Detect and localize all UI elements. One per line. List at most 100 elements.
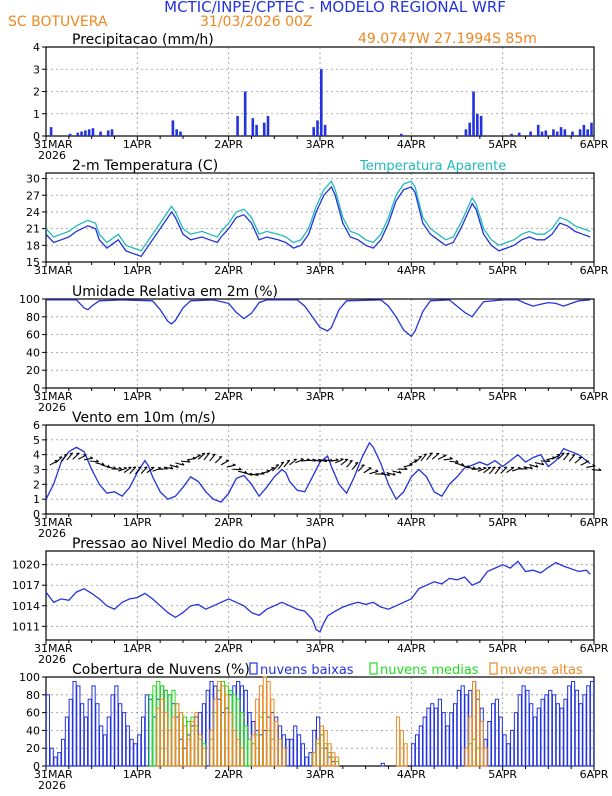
wind-barb-head [375,470,378,471]
y-tick-label: 1017 [12,579,40,592]
cloud-bar [191,722,194,767]
wind-barb [141,467,147,474]
cloud-bar [233,730,236,766]
series-line [46,181,590,251]
cloud-bar [492,704,495,766]
x-tick-label: 4APR [397,390,426,403]
precip-bar [76,133,79,136]
panel-title-humidity: Umidade Relativa em 2m (%) [72,284,278,300]
header-run: 31/03/2026 00Z [200,14,313,30]
precip-bar [179,132,182,136]
cloud-bar [522,686,525,766]
cloud-bar [267,681,270,766]
wind-barb-head [158,467,161,468]
wind-barb-head [233,464,236,465]
wind-barb-head [492,467,495,468]
wind-barb [364,468,372,473]
cloud-bar [568,686,571,766]
cloud-bar [313,753,316,766]
cloud-bar [229,713,232,766]
x-tick-label: 6APR [580,138,609,151]
cloud-bar [282,748,285,766]
precip-bar [267,116,270,136]
y-tick-label: 27 [26,189,40,202]
cloud-bar [423,717,426,766]
cloud-bar [50,748,53,766]
cloud-bar [134,744,137,766]
cloud-bar [431,704,434,766]
cloud-bar [495,699,498,766]
series-line [46,561,590,632]
cloud-bar [157,708,160,766]
precip-bar [107,130,110,136]
cloud-bar [278,739,281,766]
cloud-bar [172,717,175,766]
precip-bar [560,127,563,136]
cloud-bar [434,708,437,766]
wind-barb-head [340,459,343,460]
cloud-bar [286,739,289,766]
y-tick-label: 24 [26,206,40,219]
x-tick-label: 6APR [580,264,609,277]
x-tick-label: 2APR [214,768,243,781]
precip-bar [468,123,471,136]
cloud-bar [62,739,65,766]
cloud-bar [571,681,574,766]
header-coords: 49.0747W 27.1994S 85m [358,31,537,47]
x-tick-label: 3APR [306,138,335,151]
y-tick-label: 60 [26,329,40,342]
y-tick-label: 30 [26,173,40,186]
precip-bar [476,114,479,136]
cloud-bar [484,748,487,766]
y-tick-label: 1 [33,493,40,506]
wind-barb [472,469,481,470]
cloud-bar [419,726,422,766]
cloud-bar [583,695,586,766]
wind-barb-head [124,467,127,468]
cloud-bar [415,735,418,766]
cloud-bar [461,686,464,766]
precip-bar [510,134,513,136]
wind-barb [506,467,513,472]
series-line [46,443,590,502]
precip-bar [263,123,266,136]
cloud-bar [168,730,171,766]
y-tick-label: 80 [26,689,40,702]
y-tick-label: 1020 [12,559,40,572]
x-tick-label: 2APR [214,516,243,529]
precip-bar [579,129,582,136]
cloud-bar [218,681,221,766]
y-tick-label: 0 [33,760,40,773]
cloud-bar [499,717,502,766]
legend-low-clouds: nuvens baixas [260,663,354,678]
series-line [46,300,590,337]
cloud-bar [473,681,476,766]
wind-barb [290,459,297,465]
wind-barb [158,469,167,470]
x-tick-label: 3APR [306,390,335,403]
cloud-bar [130,739,133,766]
y-tick-label: 1014 [12,600,40,613]
cloud-bar [579,704,582,766]
y-tick-label: 3 [33,63,40,76]
cloud-bar [560,708,563,766]
cloud-bar [442,713,445,766]
panel-title-wind: Vento em 10m (m/s) [72,410,216,426]
cloud-bar [476,690,479,766]
precip-bar [564,129,567,136]
cloud-bar [549,690,552,766]
x-tick-label: 3APR [306,642,335,655]
cloud-bar [77,686,80,766]
cloud-bar [301,744,304,766]
cloud-bar [92,686,95,766]
x-tick-label: 5APR [488,390,517,403]
legend-high-clouds: nuvens altas [500,663,583,678]
wind-barb-head [504,467,507,468]
y-tick-label: 1011 [12,620,40,633]
legend-low-clouds-swatch [250,663,257,674]
precip-bar [316,120,319,136]
y-tick-label: 15 [26,256,40,269]
y-tick-label: 80 [26,311,40,324]
cloud-bar [100,726,103,766]
x-tick-label: 5APR [488,768,517,781]
